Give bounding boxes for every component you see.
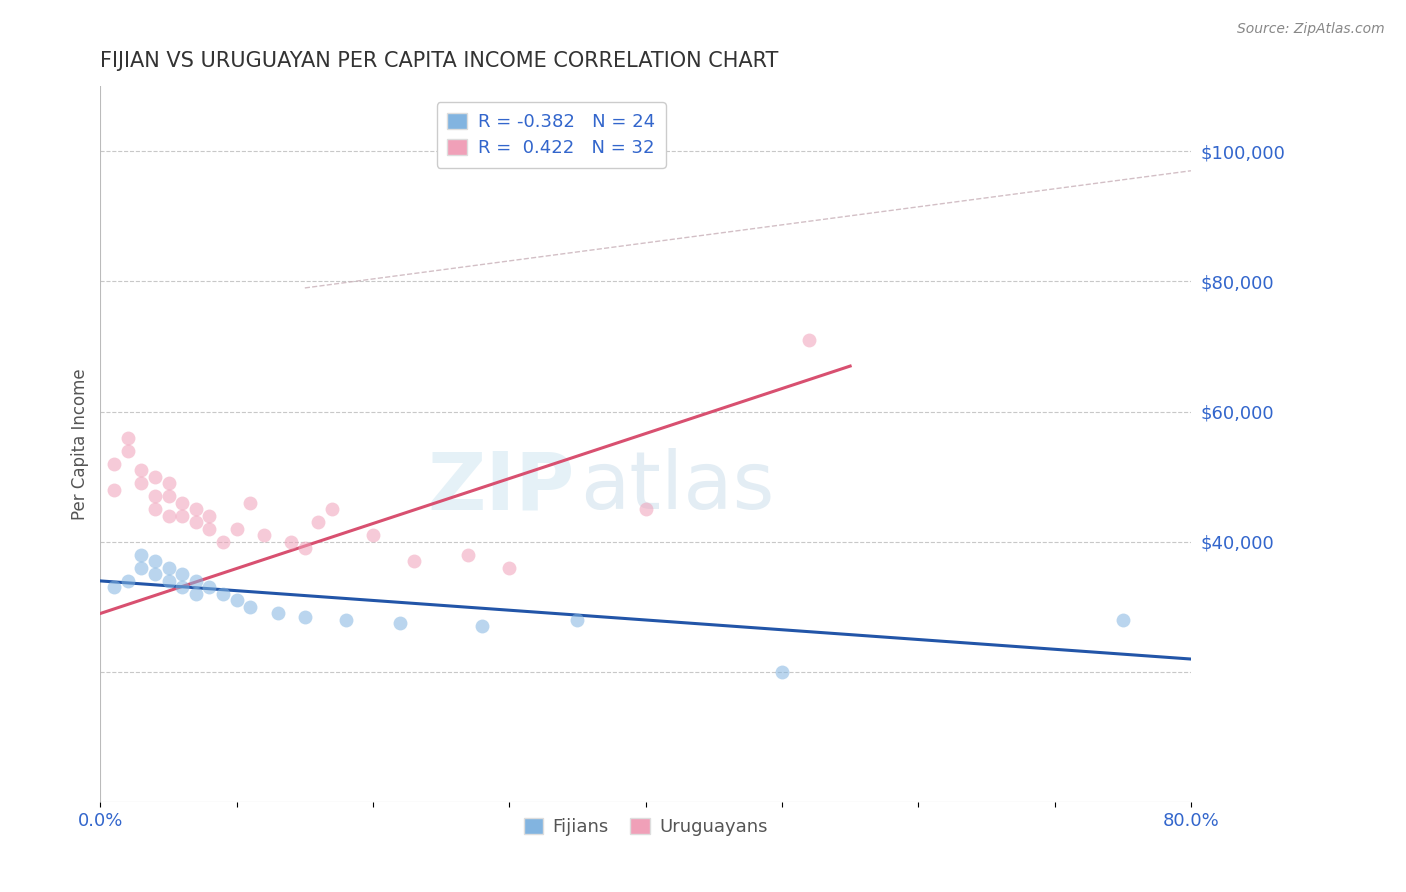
Point (634, 502, 657, 516)
Point (157, 561, 180, 575)
Point (129, 561, 152, 575)
Point (389, 616, 412, 631)
Y-axis label: Per Capita Income: Per Capita Income (72, 368, 89, 520)
Point (129, 548, 152, 562)
Point (253, 528, 276, 542)
Point (402, 554, 425, 568)
Point (129, 476, 152, 491)
Point (770, 665, 793, 679)
Point (471, 619, 494, 633)
Point (239, 599, 262, 614)
Legend: Fijians, Uruguayans: Fijians, Uruguayans (516, 811, 775, 843)
Point (143, 554, 166, 568)
Point (184, 574, 207, 588)
Text: atlas: atlas (581, 448, 775, 526)
Point (280, 534, 302, 549)
Point (198, 508, 221, 523)
Point (172, 508, 194, 523)
Point (184, 502, 207, 516)
Point (266, 607, 288, 621)
Point (157, 574, 180, 588)
Point (143, 502, 166, 516)
Point (184, 516, 207, 530)
Point (143, 489, 166, 503)
Point (143, 469, 166, 483)
Point (117, 574, 139, 588)
Point (129, 463, 152, 477)
Point (1112, 613, 1135, 627)
Point (212, 587, 235, 601)
Text: ZIP: ZIP (427, 448, 575, 526)
Point (308, 516, 330, 530)
Point (198, 522, 221, 536)
Point (117, 443, 139, 458)
Text: Source: ZipAtlas.com: Source: ZipAtlas.com (1237, 22, 1385, 37)
Point (799, 333, 821, 347)
Point (172, 496, 194, 510)
Point (103, 581, 125, 595)
Point (117, 431, 139, 445)
Text: FIJIAN VS URUGUAYAN PER CAPITA INCOME CORRELATION CHART: FIJIAN VS URUGUAYAN PER CAPITA INCOME CO… (100, 51, 779, 70)
Point (172, 581, 194, 595)
Point (212, 534, 235, 549)
Point (498, 561, 520, 575)
Point (172, 567, 194, 582)
Point (457, 548, 479, 562)
Point (157, 489, 180, 503)
Point (225, 522, 247, 536)
Point (157, 476, 180, 491)
Point (321, 502, 343, 516)
Point (103, 457, 125, 471)
Point (294, 609, 316, 624)
Point (143, 567, 166, 582)
Point (103, 483, 125, 497)
Point (225, 593, 247, 607)
Point (184, 587, 207, 601)
Point (335, 613, 357, 627)
Point (361, 528, 384, 542)
Point (294, 541, 316, 556)
Point (567, 613, 589, 627)
Point (239, 496, 262, 510)
Point (198, 581, 221, 595)
Point (157, 508, 180, 523)
